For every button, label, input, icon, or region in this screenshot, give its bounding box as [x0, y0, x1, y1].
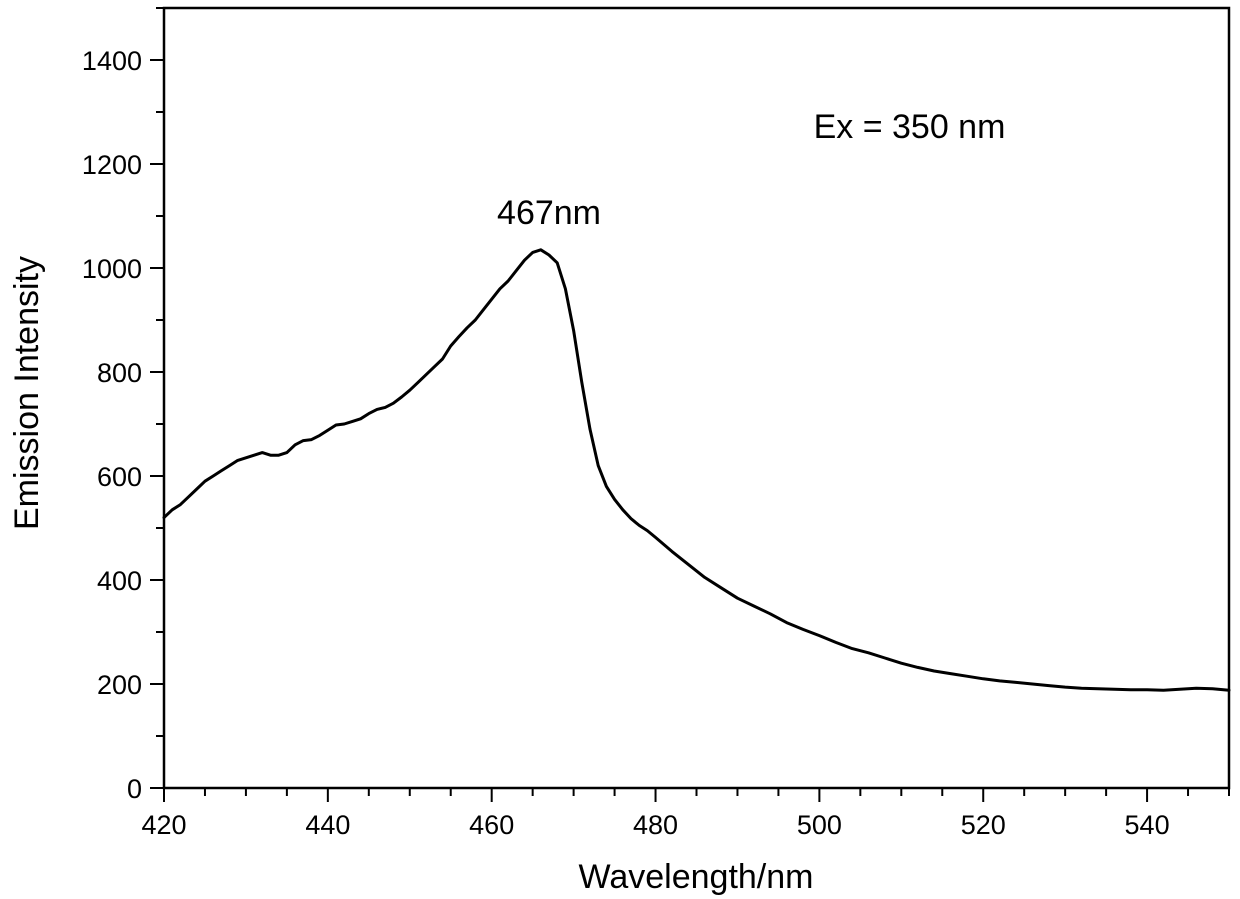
- y-tick-label: 1000: [82, 254, 142, 284]
- y-tick-label: 1200: [82, 150, 142, 180]
- annotation-label: Ex = 350 nm: [814, 108, 1006, 146]
- y-tick-label: 200: [97, 670, 142, 700]
- x-tick-label: 440: [305, 810, 350, 840]
- series-layer: [164, 250, 1229, 690]
- x-tick-label: 500: [797, 810, 842, 840]
- x-axis-title: Wavelength/nm: [579, 858, 814, 896]
- x-tick-label: 540: [1125, 810, 1170, 840]
- y-axis: 0 200 400 600 800 1000 1200 1400: [82, 8, 164, 804]
- annotation-label: 467nm: [497, 194, 601, 232]
- x-axis: 420 440 460 480 500 520 540: [141, 788, 1229, 840]
- y-tick-label: 0: [127, 774, 142, 804]
- x-tick-label: 520: [961, 810, 1006, 840]
- annotation-layer: 467nm Ex = 350 nm: [497, 108, 1005, 232]
- x-tick-label: 480: [633, 810, 678, 840]
- plot-frame: [164, 8, 1229, 788]
- x-tick-label: 460: [469, 810, 514, 840]
- emission-series-line: [164, 250, 1229, 690]
- y-tick-label: 400: [97, 566, 142, 596]
- plot-area: [164, 8, 1229, 788]
- y-tick-label: 1400: [82, 46, 142, 76]
- y-tick-label: 600: [97, 462, 142, 492]
- y-axis-title: Emission Intensity: [8, 256, 46, 530]
- x-tick-label: 420: [141, 810, 186, 840]
- y-tick-label: 800: [97, 358, 142, 388]
